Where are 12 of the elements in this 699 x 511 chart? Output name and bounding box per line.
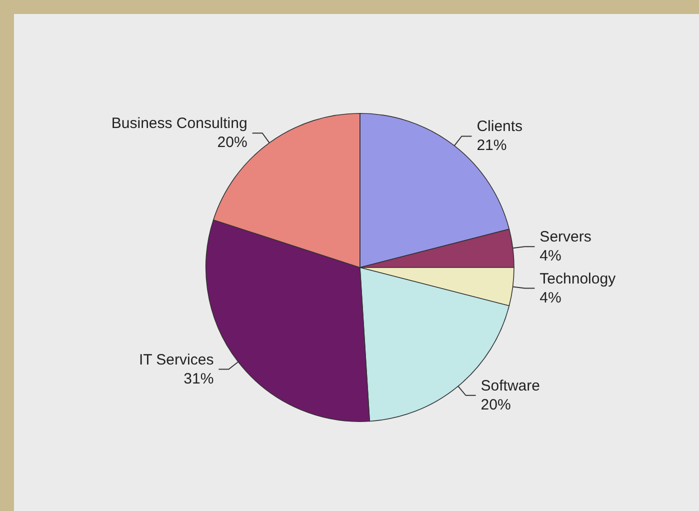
slice-label: Technology xyxy=(540,270,616,288)
data-label: 20% xyxy=(480,396,511,414)
slice-label: IT Services xyxy=(138,351,214,368)
slice-label: Clients xyxy=(476,118,523,136)
data-label: 4% xyxy=(540,248,562,265)
slice-label: Software xyxy=(480,377,540,394)
data-label: 31% xyxy=(184,370,214,388)
data-label: 21% xyxy=(476,137,507,154)
slice-label: Business Consulting xyxy=(111,115,248,132)
slice-label: Servers xyxy=(540,228,592,246)
data-label: 20% xyxy=(217,134,248,152)
data-label: 4% xyxy=(540,289,562,306)
